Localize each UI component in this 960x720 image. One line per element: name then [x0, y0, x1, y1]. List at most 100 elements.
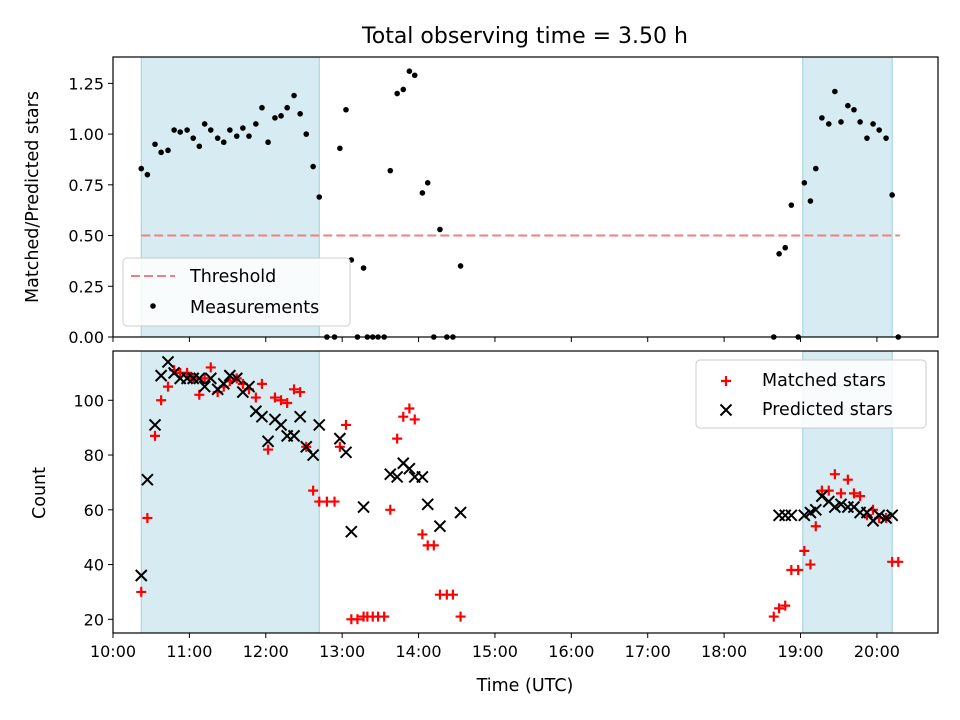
measurement-point — [207, 127, 214, 133]
measurement-point — [303, 131, 310, 137]
x-axis-label: Time (UTC) — [476, 676, 574, 696]
bottom-legend: Matched stars Predicted stars — [695, 359, 927, 429]
measurement-point — [788, 202, 795, 208]
predicted-star-point — [416, 470, 429, 484]
measurement-point — [158, 149, 164, 156]
predicted-star-point — [287, 429, 301, 443]
measurement-point — [138, 165, 145, 172]
measurement-point — [883, 135, 889, 141]
measurement-point — [246, 133, 252, 139]
measurement-point — [214, 135, 221, 141]
legend-measurements-label: Measurements — [190, 298, 319, 318]
matched-star-point — [455, 611, 466, 622]
predicted-star-point — [879, 511, 893, 525]
bottom-axes-frame — [112, 350, 939, 634]
matched-star-point — [263, 444, 274, 455]
predicted-star-point — [339, 446, 353, 459]
legend-predicted-swatch — [719, 403, 733, 417]
matched-star-point — [829, 469, 840, 480]
measurement-point — [851, 106, 857, 113]
matched-star-point — [256, 378, 267, 389]
predicted-star-point — [828, 500, 842, 514]
measurement-point — [265, 139, 271, 146]
matched-star-point — [329, 496, 340, 507]
predicted-star-point — [885, 509, 899, 522]
measurement-point — [411, 72, 418, 79]
measurement-point — [233, 133, 240, 139]
legend-measurements-swatch — [150, 303, 156, 309]
measurement-point — [227, 127, 233, 133]
measurement-point — [400, 86, 407, 93]
matched-star-point — [199, 373, 210, 384]
predicted-star-point — [779, 509, 792, 522]
measurement-point — [819, 115, 825, 121]
predicted-star-point — [293, 410, 307, 423]
measurement-point — [419, 190, 426, 196]
matched-star-point — [428, 540, 439, 551]
measurement-point — [406, 68, 413, 75]
matched-star-point — [308, 485, 319, 496]
matched-star-point — [793, 565, 804, 576]
x-tick-label: 11:00 — [166, 642, 212, 661]
legend-matched-swatch — [721, 376, 731, 386]
matched-star-point — [289, 384, 300, 395]
measurement-point — [343, 106, 349, 113]
matched-star-point — [768, 611, 779, 622]
x-tick-label: 13:00 — [319, 642, 365, 661]
matched-star-point — [269, 392, 280, 403]
top-y-tick-label: 0.00 — [68, 328, 104, 347]
measurement-point — [177, 129, 184, 135]
top-y-tick-label: 0.75 — [68, 176, 104, 195]
measurement-point — [832, 88, 838, 95]
predicted-star-point — [274, 418, 288, 432]
measurement-point — [876, 127, 882, 133]
predicted-star-point — [154, 369, 168, 382]
measurement-point — [165, 147, 171, 154]
measurement-point — [297, 111, 303, 117]
matched-star-point — [276, 395, 287, 406]
top-y-axis-label: Matched/Predicted stars — [23, 91, 43, 303]
measurement-point — [807, 198, 814, 204]
matched-star-point — [250, 392, 261, 403]
x-tick-label: 18:00 — [701, 642, 747, 661]
measurement-point — [870, 121, 876, 127]
matched-star-point — [823, 485, 834, 496]
matched-star-point — [780, 600, 791, 611]
measurement-point — [272, 115, 278, 121]
predicted-star-point — [313, 418, 326, 432]
measurement-point — [201, 121, 208, 127]
predicted-star-point — [261, 435, 275, 448]
bottom-legend-box — [695, 359, 927, 429]
top-y-tick-label: 1.25 — [68, 74, 104, 93]
measurement-point — [801, 179, 808, 186]
measurement-point — [291, 92, 297, 99]
top-axes-frame — [112, 56, 939, 338]
matched-star-point — [379, 611, 390, 622]
measurement-point — [278, 113, 284, 119]
measurement-point — [360, 265, 367, 271]
x-tick-label: 10:00 — [90, 642, 136, 661]
predicted-star-point — [135, 569, 148, 582]
top-y-tick-label: 1.00 — [68, 125, 104, 144]
predicted-star-point — [384, 467, 397, 481]
measurement-point — [152, 141, 158, 148]
bottom-y-axis-label: Count — [30, 467, 50, 519]
matched-star-point — [334, 441, 345, 452]
matched-star-point — [855, 491, 866, 502]
predicted-star-point — [798, 509, 811, 522]
matched-star-point — [156, 395, 167, 406]
measurement-point — [864, 135, 870, 141]
top-legend-box — [122, 257, 351, 327]
x-tick-label: 14:00 — [396, 642, 442, 661]
matched-star-point — [799, 545, 810, 556]
bottom-panel: 10:00 11:00 12:00 13:00 14:00 15:00 16:00 17:00… — [73, 350, 939, 661]
predicted-star-point — [809, 503, 822, 517]
top-shaded-interval-1 — [802, 57, 893, 337]
measurement-point — [220, 139, 227, 146]
predicted-star-point — [223, 369, 237, 382]
predicted-star-point — [217, 377, 230, 391]
matched-star-point — [205, 362, 216, 373]
measurement-point — [284, 104, 290, 111]
predicted-star-point — [148, 418, 162, 432]
